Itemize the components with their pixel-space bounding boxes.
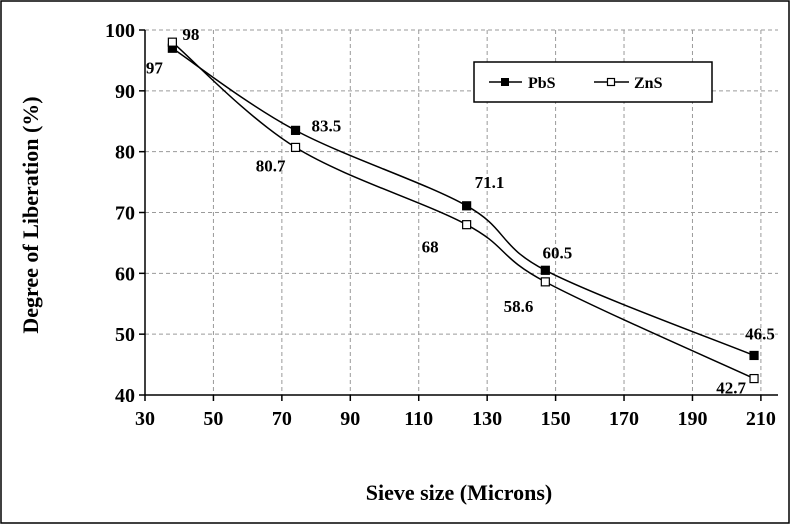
data-label-zns: 98 bbox=[182, 25, 199, 44]
x-tick-label: 130 bbox=[472, 408, 502, 430]
data-point-zns bbox=[540, 277, 550, 287]
x-tick-label: 170 bbox=[609, 408, 639, 430]
x-tick-label: 30 bbox=[135, 408, 155, 430]
y-tick-label: 60 bbox=[115, 263, 135, 285]
x-tick-label: 210 bbox=[746, 408, 776, 430]
legend-zns-marker bbox=[606, 77, 616, 87]
data-point-zns bbox=[167, 37, 177, 47]
data-label-zns: 42.7 bbox=[716, 379, 746, 398]
data-label-pbs: 46.5 bbox=[745, 324, 775, 343]
data-point-pbs bbox=[749, 350, 759, 361]
data-labels: 97 83.5 71.1 60.5 46.5 98 80.7 68 58.6 42.7 bbox=[146, 25, 775, 397]
data-point-zns bbox=[290, 142, 301, 153]
x-tick-label: 150 bbox=[541, 408, 571, 430]
data-label-pbs: 60.5 bbox=[542, 243, 572, 262]
data-label-pbs: 83.5 bbox=[312, 116, 342, 135]
data-label-zns: 68 bbox=[422, 238, 439, 257]
data-point-pbs bbox=[540, 265, 550, 275]
y-tick-label: 90 bbox=[115, 81, 135, 103]
y-tick-label: 80 bbox=[115, 142, 135, 164]
data-label-pbs: 97 bbox=[146, 58, 164, 77]
data-label-zns: 80.7 bbox=[256, 156, 286, 175]
y-tick-label: 50 bbox=[115, 324, 135, 346]
x-tick-label: 50 bbox=[203, 408, 223, 430]
data-point-zns bbox=[749, 373, 759, 384]
y-tick-label: 40 bbox=[115, 385, 135, 407]
y-axis-title: Degree of Liberation (%) bbox=[18, 96, 43, 333]
x-tick-label: 190 bbox=[677, 408, 707, 430]
x-tick-label: 110 bbox=[404, 408, 433, 430]
data-point-pbs bbox=[290, 125, 301, 135]
legend-pbs-label: PbS bbox=[528, 75, 556, 92]
data-label-zns: 58.6 bbox=[504, 297, 534, 316]
legend-zns-label: ZnS bbox=[634, 75, 663, 92]
legend: PbS ZnS bbox=[473, 61, 713, 103]
axes: 40 50 60 70 80 90 100 30 50 70 90 110 130 150 170 190 21… bbox=[105, 20, 778, 430]
data-point-pbs bbox=[462, 201, 472, 211]
x-axis-title: Sieve size (Microns) bbox=[366, 480, 553, 505]
data-point-zns bbox=[462, 220, 472, 230]
gridlines bbox=[145, 29, 778, 395]
series bbox=[167, 37, 759, 384]
x-tick-label: 90 bbox=[340, 408, 360, 430]
y-tick-label: 70 bbox=[115, 203, 135, 225]
y-tick-label: 100 bbox=[105, 20, 135, 42]
legend-pbs-marker bbox=[501, 78, 509, 86]
x-tick-label: 70 bbox=[272, 408, 292, 430]
data-label-pbs: 71.1 bbox=[475, 173, 505, 192]
